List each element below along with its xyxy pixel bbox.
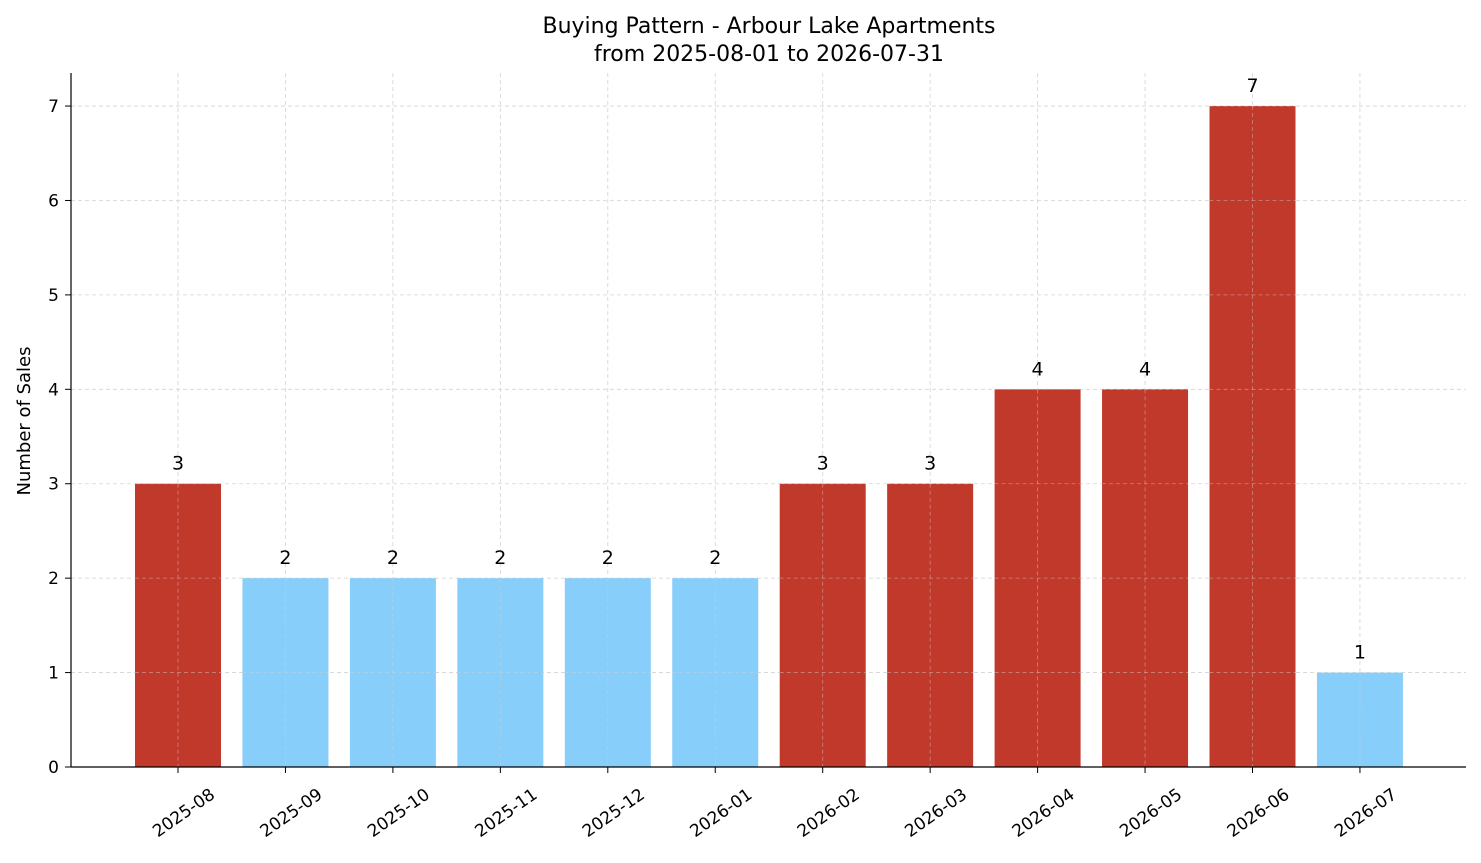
bar-value-label: 3 — [817, 453, 829, 475]
bar-value-label: 1 — [1354, 642, 1366, 664]
x-tick-label: 2026-05 — [1116, 785, 1186, 842]
bar-value-label: 2 — [387, 547, 399, 569]
x-tick-label: 2026-06 — [1224, 785, 1294, 842]
y-tick-label: 4 — [48, 380, 59, 400]
x-tick-label: 2025-11 — [472, 785, 542, 842]
y-tick-label: 5 — [48, 286, 59, 306]
bar-value-label: 2 — [279, 547, 291, 569]
bar-value-label: 7 — [1246, 75, 1258, 97]
x-tick-label: 2025-12 — [579, 785, 649, 842]
x-tick-label: 2026-03 — [901, 785, 971, 842]
x-tick-label: 2025-08 — [149, 785, 219, 842]
y-axis-label: Number of Sales — [14, 346, 35, 495]
x-tick-label: 2025-09 — [257, 785, 327, 842]
bar-value-label: 4 — [1032, 358, 1044, 380]
y-tick-label: 0 — [48, 758, 59, 778]
x-tick-label: 2026-04 — [1009, 785, 1079, 842]
bars — [135, 105, 1403, 768]
x-tick-label: 2026-01 — [686, 785, 756, 842]
x-tick-label: 2026-02 — [794, 785, 864, 842]
x-tick-label: 2026-07 — [1331, 785, 1401, 842]
bar-value-label: 3 — [172, 453, 184, 475]
y-tick-label: 2 — [48, 569, 59, 589]
x-tick-label: 2025-10 — [364, 785, 434, 842]
data-labels: 3 2 2 2 2 2 3 3 4 4 7 1 — [172, 75, 1366, 664]
chart-title: Buying Pattern - Arbour Lake Apartments — [542, 14, 995, 39]
y-tick-label: 7 — [48, 97, 59, 117]
y-tick-label: 1 — [48, 664, 59, 684]
bar-value-label: 3 — [924, 453, 936, 475]
axes — [65, 73, 1466, 773]
y-tick-label: 6 — [48, 191, 59, 211]
bar-value-label: 2 — [709, 547, 721, 569]
bar-value-label: 2 — [602, 547, 614, 569]
chart-subtitle: from 2025-08-01 to 2026-07-31 — [594, 42, 944, 67]
y-tick-label: 3 — [48, 475, 59, 495]
bar-value-label: 2 — [494, 547, 506, 569]
bar-value-label: 4 — [1139, 358, 1151, 380]
